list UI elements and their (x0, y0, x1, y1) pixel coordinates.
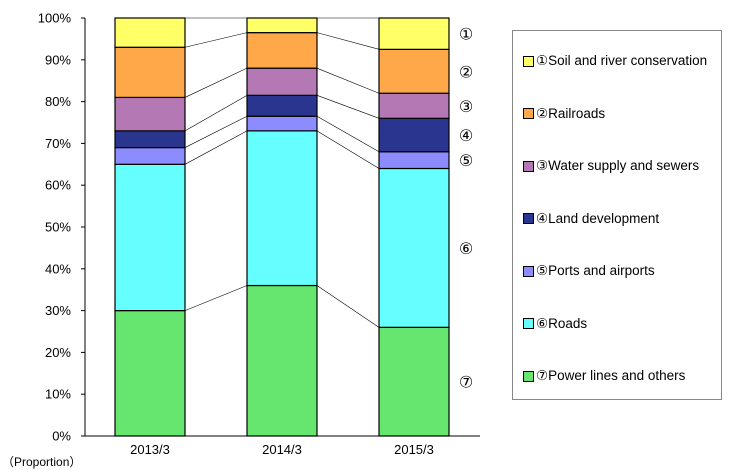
bar-segment (246, 67, 318, 96)
legend-item: ⑦Power lines and others (523, 368, 685, 384)
bar-segment (114, 96, 186, 132)
segment-marker: ① (459, 27, 473, 44)
series-connector-line (316, 32, 380, 50)
legend-item: ③Water supply and sewers (523, 158, 699, 174)
bar-segment (378, 326, 450, 437)
bar-segment (114, 17, 186, 48)
y-tick-label: 20% (45, 345, 71, 360)
bar-segment (246, 17, 318, 34)
legend-label: ⑥Roads (536, 315, 588, 331)
bar-segment (378, 92, 450, 119)
segment-marker: ④ (459, 128, 473, 145)
y-tick-label: 10% (45, 387, 71, 402)
legend-swatch (523, 265, 534, 277)
x-tick-label: 2014/3 (262, 442, 302, 457)
bar-segment (378, 167, 450, 328)
bar-segment (378, 48, 450, 94)
segment-marker: ⑤ (459, 153, 473, 170)
bar-segment (378, 117, 450, 153)
bar-segment (378, 151, 450, 170)
series-connector-line (184, 130, 248, 165)
legend-label: ④Land development (536, 210, 660, 226)
series-connector-line (184, 67, 248, 98)
bar-segment (246, 32, 318, 69)
bar-segment (114, 130, 186, 149)
series-connector-line (316, 95, 380, 119)
bar-segment (246, 94, 318, 117)
series-connector-line (184, 95, 248, 132)
x-tick-label: 2013/3 (130, 442, 170, 457)
bar-segment (246, 115, 318, 132)
x-tick-label: 2015/3 (394, 442, 434, 457)
legend-swatch (523, 55, 534, 67)
legend-swatch (523, 213, 534, 224)
legend-swatch (523, 160, 534, 172)
series-connector-line (184, 32, 248, 48)
y-tick-label: 60% (45, 178, 71, 193)
segment-marker: ② (459, 64, 473, 81)
y-axis-unit-label: （Proportion） (2, 455, 82, 469)
segment-marker: ③ (459, 99, 473, 116)
legend-label: ③Water supply and sewers (536, 158, 700, 173)
series-connector-line (316, 130, 380, 169)
legend-swatch (523, 108, 534, 119)
segment-marker: ⑥ (459, 241, 473, 258)
series-connector-line (316, 285, 380, 328)
legend-label: ①Soil and river conservation (536, 53, 708, 68)
legend-label: ②Railroads (536, 105, 606, 121)
legend-swatch (523, 370, 534, 382)
legend-item: ⑥Roads (523, 316, 587, 332)
legend-item: ①Soil and river conservation (523, 53, 707, 69)
bar-segment (246, 284, 318, 437)
series-connector-line (184, 115, 248, 148)
bar-segment (114, 46, 186, 99)
y-tick-label: 40% (45, 261, 71, 276)
series-connector-line (184, 285, 248, 311)
chart-legend: ①Soil and river conservation ②Railroads ③W… (512, 30, 722, 400)
series-connector-line (316, 115, 380, 153)
legend-label: ⑦Power lines and others (536, 368, 686, 383)
bar-segment (114, 163, 186, 312)
y-tick-label: 30% (45, 303, 71, 318)
y-tick-label: 50% (45, 220, 71, 235)
legend-item: ⑤Ports and airports (523, 263, 655, 279)
y-tick-label: 80% (45, 94, 71, 109)
legend-item: ④Land development (523, 211, 659, 227)
bar-segment (378, 17, 450, 50)
y-tick-label: 0% (52, 429, 71, 444)
y-tick-label: 100% (38, 11, 72, 26)
segment-marker: ⑦ (459, 375, 473, 392)
legend-label: ⑤Ports and airports (536, 263, 655, 278)
bar-segment (114, 146, 186, 165)
y-tick-label: 70% (45, 136, 71, 151)
bar-segment (246, 130, 318, 287)
legend-swatch (523, 318, 534, 329)
bar-segment (114, 310, 186, 437)
series-connector-line (316, 67, 380, 94)
legend-item: ②Railroads (523, 106, 605, 122)
y-tick-label: 90% (45, 52, 71, 67)
